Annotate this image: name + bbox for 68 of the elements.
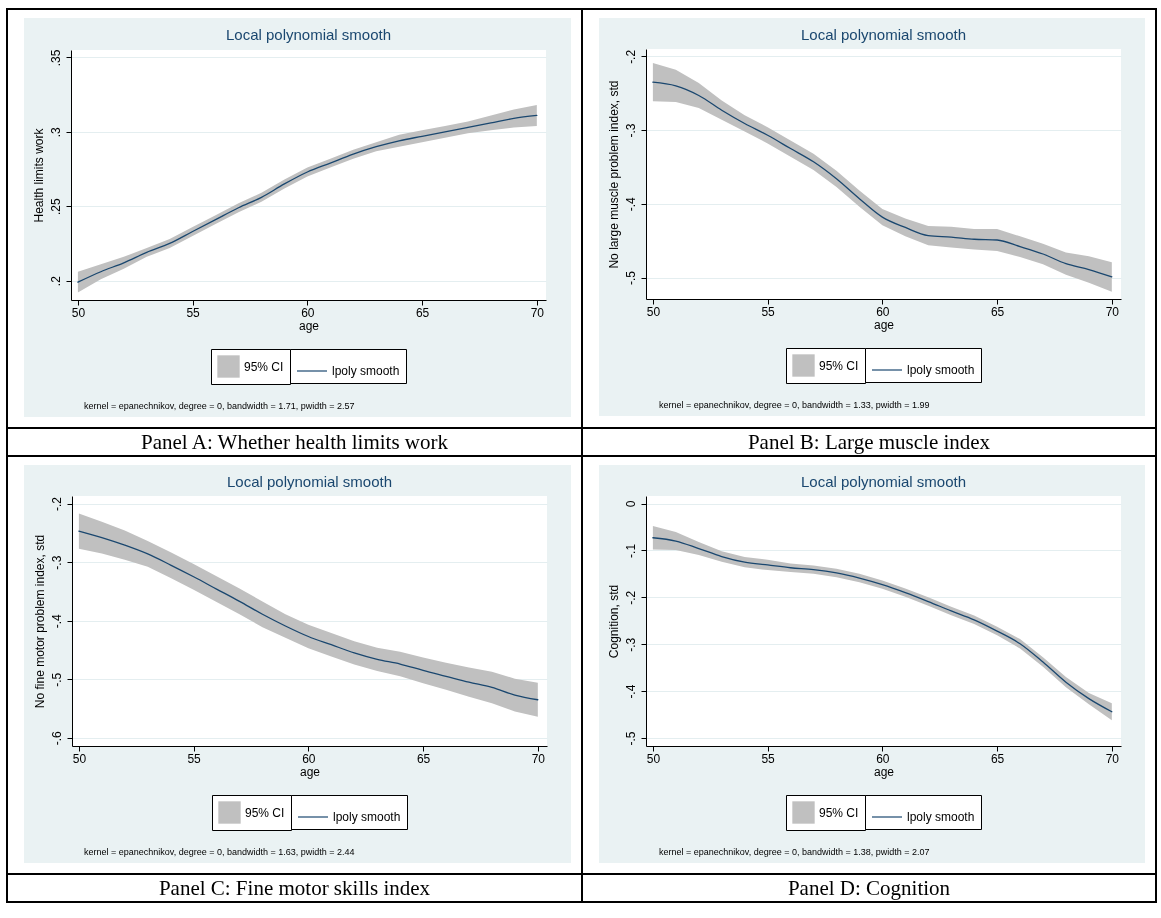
- legend-label: lpoly smooth: [332, 364, 400, 378]
- x-tick-label: 50: [71, 305, 86, 320]
- y-tick-label: -.2: [623, 49, 638, 64]
- y-tick-label: -.3: [623, 637, 638, 652]
- text: 95% CI: [245, 805, 285, 820]
- x-tick-label: 55: [186, 305, 201, 320]
- y-tick-label: -.4: [623, 684, 638, 699]
- x-tick-label: 70: [531, 751, 546, 766]
- text: Panel C: Fine motor skills index: [7, 874, 582, 902]
- chart-title: Local polynomial smooth: [226, 473, 393, 490]
- y-tick-label: -.6: [49, 730, 64, 746]
- chart-title: Local polynomial smooth: [800, 26, 967, 43]
- y-tick-label: -.3: [623, 123, 638, 138]
- x-axis-title: age: [299, 764, 321, 779]
- y-tick-label: -.5: [623, 731, 638, 746]
- y-tick-label: -.1: [623, 543, 638, 558]
- text: Panel A: Whether health limits work: [7, 428, 582, 456]
- x-tick-label: 50: [646, 304, 661, 319]
- x-tick-label: 50: [646, 751, 661, 766]
- y-tick-label: .25: [48, 198, 63, 216]
- y-tick-label: 0: [623, 500, 638, 508]
- chart-title: Local polynomial smooth: [800, 473, 967, 490]
- x-tick-label: 55: [761, 751, 776, 766]
- x-tick-label: 65: [416, 751, 431, 766]
- x-tick-label: 60: [301, 305, 315, 320]
- x-tick-label: 60: [302, 751, 316, 766]
- text: Panel D: Cognition: [582, 874, 1156, 902]
- text: 95% CI: [244, 359, 284, 374]
- y-axis-title: No fine motor problem index, std: [32, 534, 47, 709]
- text: kernel = epanechnikov, degree = 0, bandwidth = 1.71, pwidth = 2.57: [84, 401, 356, 411]
- y-tick-label: -.3: [49, 555, 64, 570]
- y-tick-label: .35: [48, 49, 63, 67]
- y-tick-label: -.5: [49, 672, 64, 687]
- y-tick-label: -.4: [623, 197, 638, 212]
- x-tick-label: 55: [761, 304, 776, 319]
- x-tick-label: 60: [876, 751, 890, 766]
- y-tick-label: .2: [48, 275, 63, 287]
- y-tick-label: -.5: [623, 270, 638, 286]
- y-tick-label: -.2: [49, 496, 64, 512]
- y-tick-label: -.4: [49, 613, 64, 629]
- text: 95% CI: [819, 805, 859, 820]
- x-tick-label: 60: [876, 304, 890, 319]
- legend-label: lpoly smooth: [907, 810, 975, 824]
- x-tick-label: 50: [72, 751, 87, 766]
- x-tick-label: 55: [187, 751, 202, 766]
- x-tick-label: 65: [990, 751, 1005, 766]
- text: kernel = epanechnikov, degree = 0, bandwidth = 1.33, pwidth = 1.99: [659, 400, 931, 410]
- y-axis-title: No large muscle problem index, std: [606, 80, 621, 269]
- text: Panel B: Large muscle index: [582, 428, 1156, 456]
- text: kernel = epanechnikov, degree = 0, bandwidth = 1.63, pwidth = 2.44: [84, 847, 356, 857]
- x-tick-label: 70: [530, 305, 545, 320]
- x-axis-title: age: [298, 318, 320, 333]
- x-axis-title: age: [873, 317, 895, 332]
- text: 95% CI: [819, 358, 859, 373]
- x-tick-label: 65: [990, 304, 1005, 319]
- x-axis-title: age: [873, 764, 895, 779]
- line-series: [78, 530, 539, 701]
- legend-label: lpoly smooth: [907, 363, 975, 377]
- legend-label: lpoly smooth: [333, 810, 401, 824]
- y-tick-label: .3: [48, 127, 63, 138]
- x-tick-label: 70: [1105, 751, 1120, 766]
- text: kernel = epanechnikov, degree = 0, bandwidth = 1.38, pwidth = 2.07: [659, 847, 931, 857]
- y-axis-title: Health limits work: [31, 127, 46, 223]
- x-tick-label: 70: [1105, 304, 1120, 319]
- y-axis-title: Cognition, std: [606, 584, 621, 659]
- chart-title: Local polynomial smooth: [225, 26, 392, 44]
- x-tick-label: 65: [415, 305, 430, 320]
- y-tick-label: -.2: [623, 590, 638, 605]
